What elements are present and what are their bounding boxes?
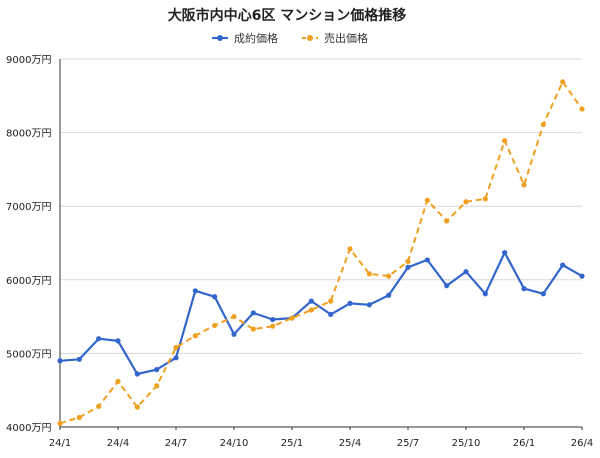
x-tick-label: 24/7 [165,438,187,449]
y-tick-label: 9000万円 [6,55,51,66]
chart-title: 大阪市内中心6区 マンション価格推移 [168,7,407,24]
data-point [444,218,450,224]
data-point [405,258,411,264]
data-point [540,291,546,297]
y-tick-label: 7000万円 [6,202,51,213]
series-group [57,79,585,426]
data-point [154,366,160,373]
x-axis-ticks: 24/1 24/4 24/7 24/10 25/1 25/4 25/7 25/10 26/1 26… [49,427,593,449]
x-tick-label: 25/4 [339,438,361,449]
data-point [521,182,527,188]
data-point [328,311,334,317]
x-tick-label: 26/4 [571,438,593,449]
data-point [115,378,121,384]
data-point [96,403,102,409]
data-point [328,298,334,304]
data-point [231,314,237,320]
y-tick-label: 8000万円 [6,129,51,140]
series-line [59,80,583,425]
data-point [386,273,392,279]
x-tick-label: 25/1 [281,438,303,449]
data-point [424,257,430,263]
data-point [57,420,63,426]
data-point [444,283,450,289]
legend-swatch-marker [217,35,223,41]
data-point [192,288,198,294]
x-tick-label: 24/10 [220,438,249,449]
data-point [76,356,82,362]
data-point [560,79,566,85]
legend-label: 成約価格 [234,31,278,45]
x-tick-label: 26/1 [513,438,535,449]
data-point [270,323,276,329]
series-line [59,251,583,376]
y-tick-label: 4000万円 [6,423,51,434]
data-point [76,414,82,421]
data-point [308,298,314,304]
data-point [366,271,372,277]
gridlines [60,58,582,354]
data-point [308,307,314,313]
data-point [347,300,353,306]
data-point [212,322,218,329]
data-point [289,315,295,321]
data-point [270,316,276,323]
data-point [134,404,140,410]
data-point [482,196,488,202]
data-point [386,292,392,298]
data-point [482,291,488,297]
data-point [347,246,353,252]
y-axis-ticks: 4000万円 5000万円 6000万円 7000万円 8000万円 9000万円 [6,55,51,434]
y-tick-label: 5000万円 [6,349,51,360]
data-point [405,264,411,270]
data-point [173,355,179,361]
data-point [366,302,372,308]
data-point [57,358,63,364]
data-point [250,326,256,332]
legend-label: 売出価格 [324,31,368,45]
data-point [463,199,469,205]
data-point [154,383,160,389]
y-tick-label: 6000万円 [6,276,51,287]
x-tick-label: 24/4 [107,438,129,449]
data-point [521,286,527,292]
data-point [502,138,508,144]
legend: 成約価格 売出価格 [212,31,368,45]
data-point [96,336,102,342]
data-point [424,197,430,203]
data-point [231,331,237,337]
data-point [579,273,585,279]
x-tick-label: 24/1 [49,438,71,449]
data-point [502,249,508,256]
data-point [463,269,469,275]
data-point [115,338,121,344]
data-point [250,310,256,316]
legend-swatch-marker [307,35,313,41]
data-point [579,106,585,112]
x-tick-label: 25/7 [397,438,419,449]
data-point [560,262,566,268]
data-point [134,371,140,377]
data-point [212,294,218,300]
x-tick-label: 25/10 [452,438,481,449]
data-point [192,333,198,339]
data-point [173,344,179,351]
data-point [540,121,546,128]
